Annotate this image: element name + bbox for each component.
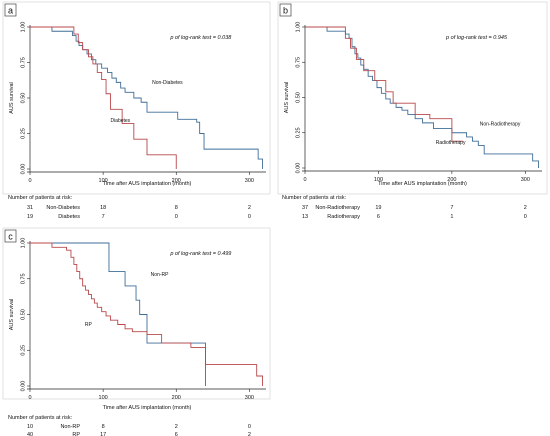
y-tick-label: 1.00 (20, 238, 26, 249)
panel-label: b (283, 6, 288, 16)
curve-label: Radiotherapy (436, 140, 466, 146)
panel-frame (277, 1, 548, 195)
x-axis-title: Time after AUS implantation (month) (103, 405, 192, 411)
risk-count: 8 (175, 205, 178, 211)
risk-count: 6 (377, 214, 380, 220)
km-curve-non-diabetes (30, 26, 263, 169)
chart-panel-b: b 0.00 0.25 0.50 0.75 1.00 0 100 200 300 Time afte… (277, 1, 548, 220)
risk-count: 10 (27, 424, 33, 430)
risk-row-label: Radiotherapy (327, 214, 360, 220)
risk-count: 0 (175, 214, 178, 220)
risk-count: 1 (450, 214, 453, 220)
y-tick-label: 0.00 (20, 381, 26, 392)
y-tick-label: 0.50 (295, 92, 301, 103)
panel-label-box (279, 3, 292, 17)
y-axis-title: AUS survival (284, 82, 290, 113)
km-curve-non-rp (30, 242, 206, 386)
curve-label: Diabetes (110, 118, 130, 124)
panel-label-box (4, 229, 17, 243)
risk-count: 2 (248, 205, 251, 211)
y-tick-label: 0.25 (20, 128, 26, 139)
x-tick-label: 200 (447, 177, 456, 183)
risk-count: 7 (102, 214, 105, 220)
x-axis-title: Time after AUS implantation (month) (378, 181, 467, 187)
curve-label: Non-Diabetes (152, 80, 183, 86)
risk-row-label: Non-Radiotherapy (315, 205, 360, 211)
risk-count: 17 (100, 432, 106, 436)
x-tick-label: 100 (99, 178, 108, 184)
risk-count: 6 (175, 432, 178, 436)
y-tick-label: 0.75 (20, 273, 26, 284)
risk-table-title: Number of patients at risk: (282, 195, 347, 201)
risk-count: 2 (524, 205, 527, 211)
risk-table-title: Number of patients at risk: (8, 195, 73, 201)
risk-count: 0 (524, 214, 527, 220)
x-tick-label: 300 (245, 395, 254, 401)
km-curve-non-radiotherapy (305, 26, 539, 168)
x-tick-label: 0 (28, 178, 31, 184)
risk-count: 19 (375, 205, 381, 211)
risk-count: 8 (102, 424, 105, 430)
y-tick-label: 1.00 (295, 22, 301, 33)
risk-row-label: Non-Diabetes (46, 205, 80, 211)
curve-label: RP (85, 322, 93, 328)
x-tick-label: 300 (245, 178, 254, 184)
risk-count: 0 (248, 424, 251, 430)
risk-count: 18 (100, 205, 106, 211)
y-tick-label: 0.75 (20, 57, 26, 68)
x-tick-label: 200 (172, 395, 181, 401)
risk-count: 0 (248, 214, 251, 220)
panel-label: a (8, 6, 13, 16)
panel-label-box (4, 3, 17, 17)
x-tick-label: 100 (99, 395, 108, 401)
risk-table-title: Number of patients at risk: (8, 415, 73, 421)
risk-count: 37 (302, 205, 308, 211)
x-tick-label: 0 (28, 395, 31, 401)
y-tick-label: 0.50 (20, 309, 26, 320)
risk-row-label: Non-RP (60, 424, 80, 430)
panel-label: c (8, 232, 13, 242)
risk-count: 2 (248, 432, 251, 436)
risk-row-label: RP (72, 432, 80, 436)
risk-row-label: Diabetes (58, 214, 80, 220)
km-curve-radiotherapy (305, 26, 463, 142)
y-tick-label: 0.75 (295, 57, 301, 68)
y-tick-label: 0.50 (20, 93, 26, 104)
y-axis-title: AUS survival (9, 299, 15, 330)
x-tick-label: 300 (521, 177, 530, 183)
y-tick-label: 1.00 (20, 22, 26, 33)
y-axis-title: AUS survival (9, 82, 15, 113)
x-tick-label: 200 (172, 178, 181, 184)
y-tick-label: 0.25 (295, 127, 301, 138)
risk-count: 7 (450, 205, 453, 211)
risk-count: 19 (27, 214, 33, 220)
km-curve-diabetes (30, 26, 177, 169)
p-value-annotation: p of log-rank test = 0.945 (445, 35, 508, 41)
y-tick-label: 0.00 (295, 163, 301, 174)
risk-count: 31 (27, 205, 33, 211)
panel-frame (2, 1, 271, 195)
risk-count: 13 (302, 214, 308, 220)
curve-label: Non-RP (151, 272, 169, 278)
p-value-annotation: p of log-rank test = 0.499 (169, 251, 231, 257)
panel-frame (2, 227, 271, 400)
risk-count: 2 (175, 424, 178, 430)
curve-label: Non-Radiotherapy (480, 122, 521, 128)
y-tick-label: 0.00 (20, 164, 26, 175)
km-curve-rp (30, 242, 263, 386)
x-tick-label: 100 (374, 177, 383, 183)
x-axis-title: Time after AUS implantation (month) (103, 181, 192, 187)
p-value-annotation: p of log-rank test = 0.038 (169, 35, 232, 41)
x-tick-label: 0 (303, 177, 306, 183)
y-tick-label: 0.25 (20, 345, 26, 356)
risk-count: 40 (27, 432, 33, 436)
